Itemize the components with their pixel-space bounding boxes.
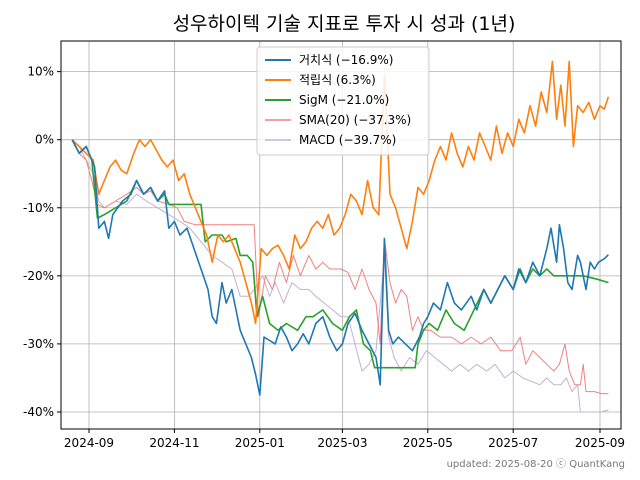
legend: 거치식 (−16.9%) 적립식 (6.3%) SigM (−21.0%) SMA(2…	[256, 46, 430, 156]
x-tick-label: 2025-07	[488, 436, 538, 450]
legend-label: 적립식 (6.3%)	[299, 73, 376, 87]
y-tick-label: -10%	[23, 201, 54, 215]
legend-label: MACD (−39.7%)	[299, 133, 396, 147]
series-lines	[71, 60, 610, 413]
series-line-0	[71, 139, 609, 396]
series-line-1	[71, 60, 610, 325]
legend-label: SigM (−21.0%)	[299, 93, 389, 107]
y-tick-label: 0%	[35, 133, 54, 147]
x-tick-label: 2025-09	[575, 436, 625, 450]
chart-title: 성우하이텍 기술 지표로 투자 시 성과 (1년)	[173, 13, 516, 35]
legend-label: 거치식 (−16.9%)	[299, 53, 393, 67]
footer-credit: updated: 2025-08-20 ⓒ QuantKang	[447, 458, 625, 470]
y-tick-label: 10%	[27, 65, 54, 79]
x-tick-label: 2025-03	[317, 436, 367, 450]
x-tick-label: 2025-01	[235, 436, 285, 450]
legend-label: SMA(20) (−37.3%)	[299, 113, 411, 127]
y-axis-ticks: 10% 0% -10% -20% -30% -40%	[23, 65, 61, 419]
y-tick-label: -20%	[23, 269, 54, 283]
series-line-4	[71, 139, 609, 413]
series-line-3	[71, 139, 609, 395]
x-tick-label: 2024-11	[149, 436, 199, 450]
y-tick-label: -40%	[23, 405, 54, 419]
legend-box	[256, 46, 430, 156]
x-tick-label: 2024-09	[64, 436, 114, 450]
x-tick-label: 2025-05	[403, 436, 453, 450]
plot-frame	[60, 40, 622, 430]
y-tick-label: -30%	[23, 337, 54, 351]
x-axis-ticks: 2024-09 2024-11 2025-01 2025-03 2025-05 2025-…	[64, 429, 625, 450]
